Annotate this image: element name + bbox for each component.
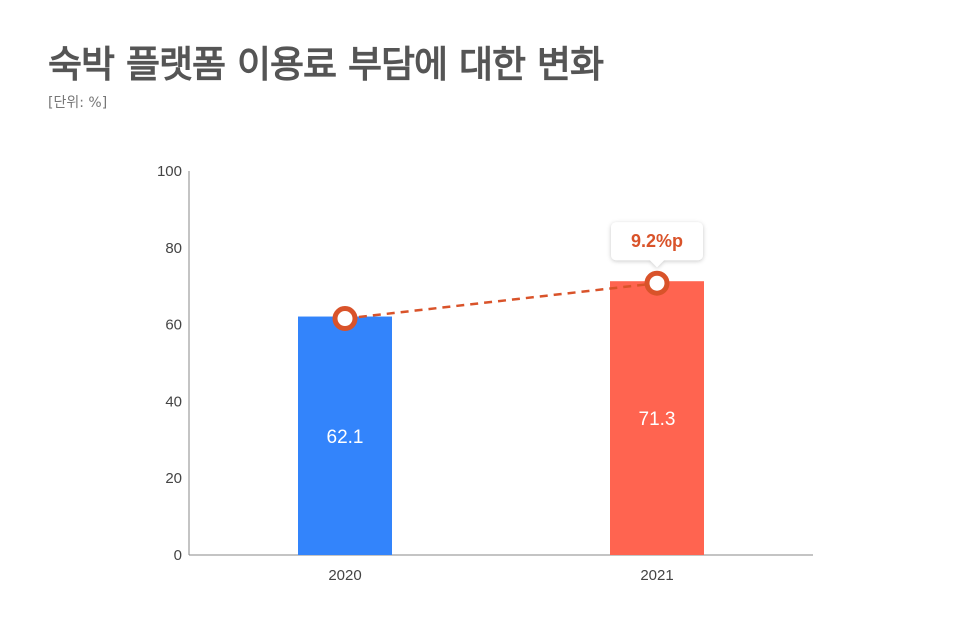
trend-line-group — [332, 270, 670, 332]
bar-2020 — [298, 316, 392, 555]
y-tick-label: 20 — [165, 470, 182, 487]
x-tick-label: 2021 — [640, 567, 673, 584]
bar-2021 — [610, 281, 704, 555]
trend-line — [344, 281, 658, 320]
callout-box — [611, 222, 703, 268]
bar-value-label: 62.1 — [327, 427, 364, 448]
y-tick-label: 100 — [157, 163, 182, 180]
bars: 62.1 71.3 — [298, 281, 704, 555]
x-axis: 2020 2021 — [189, 554, 813, 584]
x-tick-label: 2020 — [328, 567, 361, 584]
y-tick-label: 40 — [165, 393, 182, 410]
y-tick-label: 80 — [165, 240, 182, 257]
trend-point — [332, 306, 358, 332]
trend-point — [644, 270, 670, 296]
chart-title: 숙박 플랫폼 이용료 부담에 대한 변화 — [48, 43, 604, 86]
change-callout: 9.2%p — [611, 222, 703, 268]
bar-value-label: 71.3 — [639, 409, 676, 430]
unit-label: [단위: %] — [48, 95, 108, 111]
callout-label: 9.2%p — [631, 231, 683, 251]
y-tick-label: 0 — [174, 547, 182, 564]
y-tick-label: 60 — [165, 317, 182, 334]
y-axis: 0 20 40 60 80 100 — [157, 163, 190, 564]
